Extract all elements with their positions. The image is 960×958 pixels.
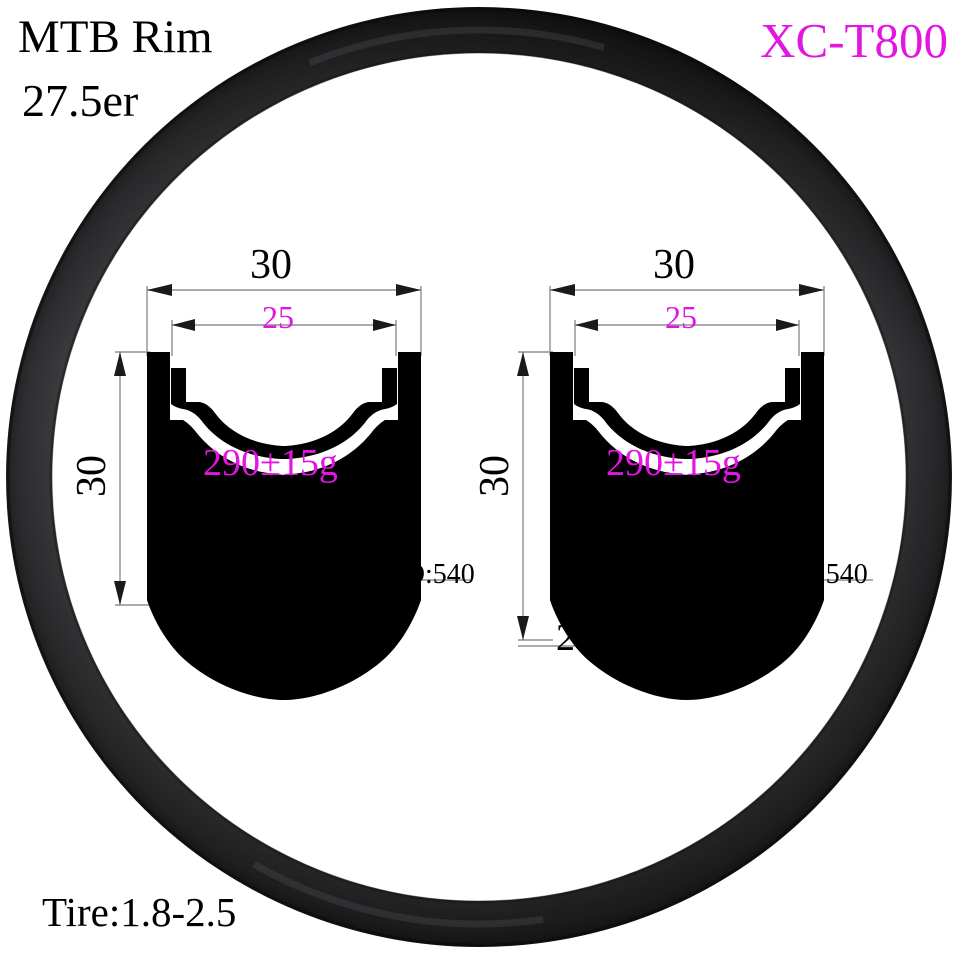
profile-left-group: [114, 284, 470, 700]
rim-inner-edge: [49, 50, 909, 904]
page-subtitle: 27.5er: [22, 75, 139, 126]
left-outer-width-label: 30: [250, 242, 292, 288]
left-erd-label: ERD:540: [369, 559, 475, 590]
right-height-label: 30: [472, 455, 518, 497]
right-weight-label: 290±15g: [606, 442, 741, 484]
right-part-number-label: HKA27XC3030: [586, 505, 783, 538]
profile-right-group: [517, 284, 873, 700]
tire-spec-label: Tire:1.8-2.5: [42, 889, 237, 935]
left-inner-width-label: 25: [262, 299, 294, 335]
right-outer-width-label: 30: [653, 242, 695, 288]
left-weight-label: 290±15g: [203, 442, 338, 484]
rim-outer-edge: [6, 7, 952, 947]
left-height-label: 30: [69, 455, 115, 497]
model-code-label: XC-T800: [760, 13, 948, 68]
right-spoke-gap-label: 2.8: [556, 617, 604, 659]
left-dimension-arrows: [114, 284, 421, 605]
right-erd-label: ERD:540: [762, 559, 868, 590]
left-part-number-label: HK27XC3030: [192, 505, 368, 538]
page-title: MTB Rim: [18, 11, 213, 63]
rim-highlight-sheen: [25, 26, 933, 928]
right-inner-width-label: 25: [665, 299, 697, 335]
